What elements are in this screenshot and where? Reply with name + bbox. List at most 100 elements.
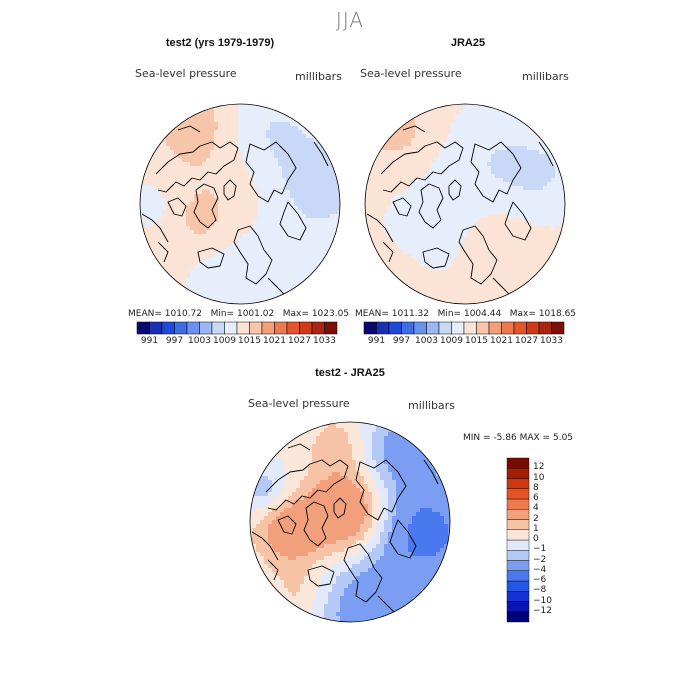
colorbar-tick-label: 10 [533,472,545,483]
panel-1-variable-label: Sea-level pressure [135,67,237,80]
colorbar-swatch [551,321,565,335]
colorbar-swatch [376,321,390,335]
colorbar-tick-label: −4 [533,564,547,575]
panel-2-min-value: 1004.44 [463,309,502,319]
colorbar-tick-label: 8 [533,482,539,493]
colorbar-swatch [501,321,515,335]
colorbar-swatch [413,321,427,335]
panel-3-min-label: MIN = [463,433,491,443]
colorbar-swatch [506,498,530,510]
panel-3-polar-map [249,421,451,623]
panel-1-polar-map [139,103,341,305]
panel-3-max-label: MAX = [519,433,551,443]
colorbar-tick-label: 1015 [465,336,488,346]
colorbar-tick-label: −12 [533,605,552,616]
panel-1-colorbar [136,321,338,335]
colorbar-swatch [506,550,530,561]
colorbar-swatch [311,321,325,335]
panel-2-max-value: 1018.65 [538,309,577,319]
panel-3-colorbar [506,457,530,623]
colorbar-swatch [438,321,452,335]
colorbar-swatch [513,321,527,335]
colorbar-tick-label: 1003 [415,336,438,346]
colorbar-tick-label: 997 [392,336,411,346]
colorbar-swatch [249,321,263,335]
colorbar-swatch [324,321,338,335]
colorbar-swatch [506,601,530,612]
colorbar-swatch [506,591,530,602]
panel-2-mean-label: MEAN= [355,309,389,319]
colorbar-swatch [506,509,530,520]
panel-3-variable-label: Sea-level pressure [248,397,350,410]
panel-2-title: JRA25 [450,37,486,49]
colorbar-tick-label: 1027 [515,336,538,346]
colorbar-swatch [274,321,288,335]
panel-2-min-label: Min= [437,309,462,319]
panel-1-mean-label: MEAN= [128,309,162,319]
colorbar-tick-label: 1009 [440,336,463,346]
colorbar-tick-label: 1009 [213,336,236,346]
colorbar-swatch [136,321,150,335]
colorbar-swatch [476,321,490,335]
colorbar-swatch [506,478,530,489]
colorbar-tick-label: 1033 [313,336,336,346]
panel-1-units-label: millibars [295,70,342,83]
colorbar-tick-label: 4 [533,503,539,514]
colorbar-tick-label: 1027 [288,336,311,346]
panel-3-max-value: 5.05 [552,433,574,443]
panel-2-colorbar [363,321,565,335]
colorbar-tick-label: 6 [533,493,539,503]
colorbar-swatch [506,488,530,500]
colorbar-swatch [451,321,465,335]
panel-2-variable-label: Sea-level pressure [360,67,462,80]
colorbar-swatch [211,321,225,335]
panel-2-max-label: Max= [509,309,536,319]
colorbar-swatch [506,529,530,541]
panel-2-polar-map [364,103,566,305]
panel-3-min-value: -5.86 [493,433,517,443]
colorbar-tick-label: −8 [533,585,547,596]
colorbar-swatch [506,580,530,592]
colorbar-tick-label: 991 [367,336,386,346]
colorbar-swatch [506,539,530,551]
colorbar-swatch [224,321,238,335]
panel-1-max-label: Max= [282,309,309,319]
panel-2-mean-value: 1011.32 [391,309,429,319]
colorbar-swatch [149,321,163,335]
colorbar-swatch [363,321,377,335]
panel-3-units-label: millibars [408,399,455,412]
colorbar-swatch [506,570,530,582]
colorbar-swatch [388,321,402,335]
colorbar-swatch [488,321,502,335]
panel-1-title: test2 (yrs 1979-1979) [165,37,275,49]
colorbar-swatch [506,611,530,623]
colorbar-swatch [506,457,530,469]
colorbar-tick-label: −6 [533,575,547,585]
colorbar-tick-label: 2 [533,513,539,524]
colorbar-swatch [401,321,415,335]
colorbar-tick-label: 1015 [238,336,261,346]
colorbar-tick-label: 1033 [540,336,563,346]
panel-2-units-label: millibars [522,70,569,83]
colorbar-swatch [174,321,188,335]
colorbar-swatch [526,321,540,335]
panel-1-max-value: 1023.05 [311,309,350,319]
colorbar-tick-label: 0 [533,534,539,544]
panel-2-coastlines [366,125,554,299]
colorbar-tick-label: −1 [533,544,547,555]
panel-3-title: test2 - JRA25 [315,367,385,379]
colorbar-tick-label: 991 [140,336,159,346]
colorbar-swatch [261,321,275,335]
colorbar-swatch [506,519,530,530]
colorbar-swatch [463,321,477,335]
colorbar-swatch [286,321,300,335]
colorbar-tick-label: 1021 [263,336,286,346]
colorbar-tick-label: 1021 [490,336,513,346]
panel-1-min-label: Min= [210,309,235,319]
colorbar-swatch [199,321,213,335]
colorbar-swatch [186,321,200,335]
colorbar-swatch [506,468,530,479]
panel-1-mean-value: 1010.72 [164,309,202,319]
colorbar-tick-label: −10 [533,595,552,606]
colorbar-swatch [426,321,440,335]
